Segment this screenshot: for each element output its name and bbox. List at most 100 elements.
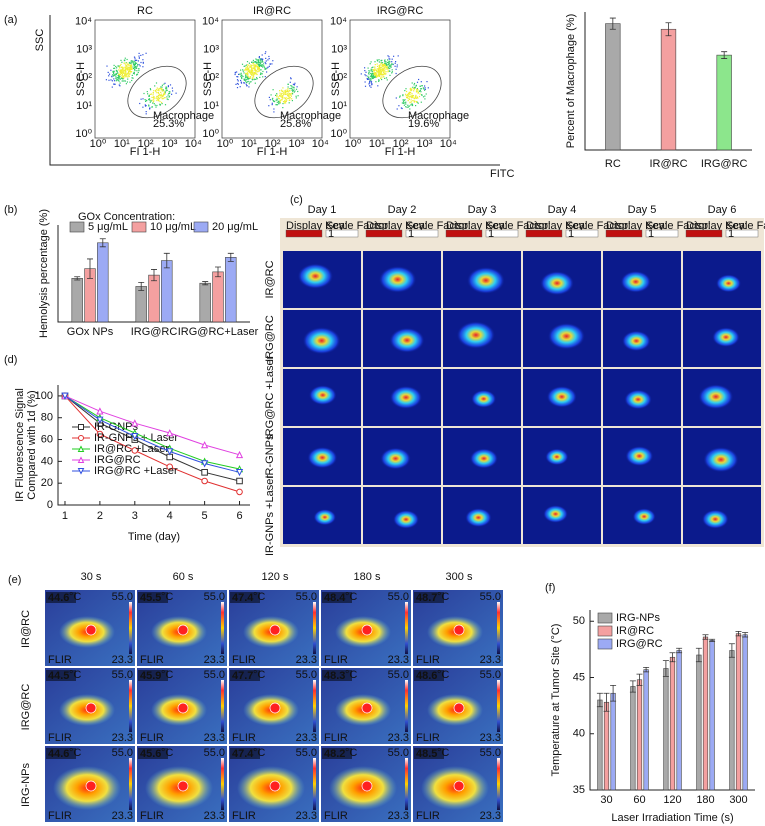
dot: [245, 83, 247, 85]
gate-percent: 19.6%: [408, 118, 439, 130]
dot: [405, 101, 407, 103]
ir-signal: [469, 448, 499, 469]
dot: [160, 86, 162, 88]
ir-signal: [380, 447, 411, 470]
dot: [126, 58, 128, 61]
marker: [166, 463, 174, 471]
day-label: Day 4: [548, 204, 577, 216]
brand: FLIR: [140, 732, 164, 744]
dot: [255, 71, 257, 73]
dot: [294, 90, 296, 92]
dot: [375, 72, 377, 74]
dot: [248, 86, 250, 88]
dot: [405, 95, 407, 97]
dot: [264, 52, 266, 55]
dot: [284, 93, 286, 96]
unit: °C: [345, 591, 357, 603]
dot: [414, 87, 416, 89]
dot: [134, 65, 136, 67]
dot: [248, 78, 250, 80]
dot: [260, 64, 262, 66]
x-axis-label: Time (day): [128, 531, 180, 543]
dot: [165, 88, 167, 90]
scale-max: 55.0: [204, 591, 225, 603]
dot: [115, 78, 117, 80]
dot: [282, 87, 284, 89]
dot: [368, 71, 370, 73]
row-label: IRG@RC +Laser: [264, 355, 276, 439]
dot: [131, 79, 133, 82]
dot: [367, 67, 369, 69]
dot: [256, 62, 258, 64]
legend-swatch: [131, 221, 147, 233]
brand: FLIR: [140, 810, 164, 822]
dot: [120, 59, 122, 61]
dot: [265, 68, 267, 70]
scale-max: 55.0: [388, 591, 409, 603]
tick-label: 10⁰: [345, 138, 362, 150]
dot: [388, 70, 391, 72]
dot: [123, 75, 125, 77]
dot: [142, 59, 144, 61]
tick-label: 10¹: [76, 100, 92, 112]
dot: [379, 64, 381, 66]
dot: [254, 73, 256, 75]
dot: [261, 58, 263, 60]
dot: [243, 78, 245, 80]
marker: [236, 488, 243, 496]
dot: [405, 88, 407, 90]
dot: [255, 66, 257, 68]
dot: [114, 74, 117, 76]
factor-box: [565, 229, 599, 238]
dot: [112, 71, 114, 73]
x-tick-label: 300: [729, 794, 747, 806]
dot: [123, 77, 125, 79]
tick-label: 10¹: [369, 138, 385, 150]
dot: [386, 64, 388, 66]
dot: [237, 76, 239, 78]
dot: [396, 64, 398, 66]
dot: [285, 102, 287, 104]
bar: [71, 278, 83, 323]
dot: [127, 69, 129, 71]
dot: [108, 75, 110, 77]
key-bar: [445, 229, 483, 238]
tick-label: 10³: [331, 44, 347, 56]
dot: [287, 83, 289, 85]
dot: [409, 96, 411, 98]
dot: [383, 69, 385, 71]
scale-max: 55.0: [112, 747, 133, 759]
dot: [392, 63, 394, 65]
key-label: Scale Factor:: [406, 220, 471, 232]
dot: [146, 91, 148, 93]
dot: [416, 88, 418, 90]
dot: [265, 60, 267, 62]
dot: [375, 73, 377, 75]
dot: [389, 61, 391, 63]
dot: [113, 75, 115, 77]
dot: [132, 60, 134, 62]
dot: [281, 90, 284, 92]
dot: [161, 103, 163, 105]
plot-title: IRG@RC: [377, 5, 424, 17]
dot: [271, 98, 273, 100]
panel-label: (f): [545, 582, 555, 594]
key-label: Scale Factor:: [646, 220, 711, 232]
factor-value: 1: [728, 228, 734, 240]
dot: [287, 97, 289, 99]
scale-max: 55.0: [480, 591, 501, 603]
dot: [378, 72, 380, 75]
unit: °C: [161, 669, 173, 681]
dot: [149, 107, 151, 109]
ir-signal: [471, 389, 497, 408]
x-tick-label: IR@RC: [649, 158, 687, 170]
dot: [160, 97, 162, 99]
dot: [236, 87, 239, 89]
dot: [371, 77, 373, 80]
dot: [255, 61, 257, 63]
dot: [287, 94, 289, 96]
legend-label: IRG@RC +Laser: [94, 465, 178, 477]
dot: [381, 64, 383, 66]
temperature: 44.6: [48, 748, 69, 760]
dot: [136, 73, 139, 75]
